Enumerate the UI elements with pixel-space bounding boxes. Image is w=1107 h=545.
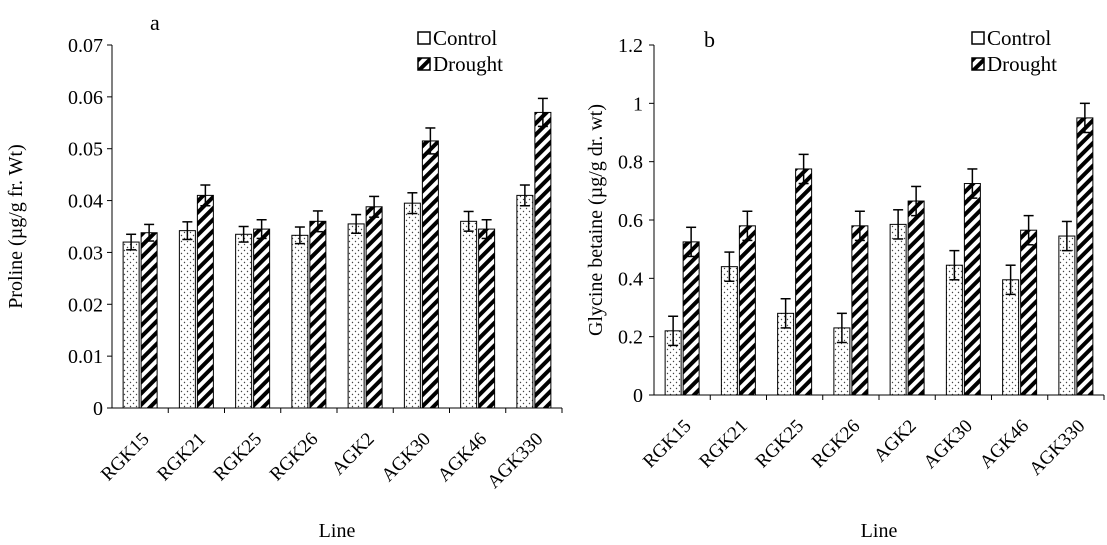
- bar-control-agk330: [1058, 235, 1076, 396]
- bar-drought-rgk26: [851, 225, 869, 396]
- y-tick-label: 0.4: [618, 268, 643, 290]
- y-tick-label: 0.2: [618, 327, 643, 349]
- y-tick-label: 0.05: [68, 139, 103, 161]
- x-tick-label: AGK30: [378, 429, 435, 486]
- y-tick-label: 0.07: [68, 35, 103, 57]
- bar-control-agk330: [516, 194, 534, 409]
- legend-swatch-drought: [971, 57, 985, 71]
- bar-drought-agk30: [421, 140, 439, 409]
- y-tick-label: 0.06: [68, 87, 103, 109]
- legend-swatch-control: [417, 31, 431, 45]
- y-tick-label: 0: [633, 385, 643, 407]
- bar-drought-agk2: [365, 206, 383, 409]
- panel-label: a: [150, 10, 160, 35]
- x-tick-label: RGK26: [808, 416, 865, 473]
- bar-drought-agk46: [1020, 229, 1038, 396]
- bar-drought-agk46: [478, 228, 496, 409]
- bar-control-agk46: [460, 220, 478, 409]
- bar-drought-agk2: [907, 200, 925, 396]
- bar-control-rgk26: [291, 234, 309, 409]
- bar-drought-rgk25: [795, 168, 813, 396]
- y-tick-label: 0.01: [68, 346, 103, 368]
- x-axis-title: Line: [319, 520, 356, 542]
- bar-drought-agk30: [963, 183, 981, 396]
- bar-drought-rgk15: [682, 241, 700, 396]
- legend-swatch-drought: [417, 57, 431, 71]
- legend-swatch-control: [971, 31, 985, 45]
- y-axis-title: Proline (µg/g fr. Wt): [5, 144, 27, 308]
- legend-label-drought: Drought: [987, 52, 1057, 76]
- legend-label-control: Control: [987, 26, 1051, 50]
- bar-control-agk2: [889, 223, 907, 396]
- x-tick-label: AGK30: [920, 416, 977, 473]
- y-tick-label: 0: [93, 398, 103, 420]
- bar-control-rgk21: [720, 266, 738, 396]
- x-tick-label: AGK2: [870, 416, 921, 467]
- bar-drought-rgk21: [196, 194, 214, 409]
- bar-control-rgk25: [235, 233, 253, 409]
- y-tick-label: 0.6: [618, 210, 643, 232]
- x-axis-title: Line: [861, 520, 898, 542]
- bar-control-agk30: [403, 202, 421, 409]
- x-tick-label: RGK21: [153, 429, 210, 486]
- bar-drought-rgk25: [253, 228, 271, 409]
- y-tick-label: 0.04: [68, 191, 103, 213]
- y-tick-label: 1: [633, 93, 643, 115]
- x-tick-label: RGK15: [97, 429, 154, 486]
- bar-control-rgk21: [178, 230, 196, 409]
- chart-panel-a: a 0 0.01 0.02 0.03 0.04 0.05 0.06 0.07 RGK15 RGK21…: [5, 10, 563, 542]
- bar-control-agk30: [945, 264, 963, 396]
- bar-drought-rgk15: [140, 232, 158, 409]
- x-tick-label: RGK26: [266, 429, 323, 486]
- x-tick-label: AGK330: [1025, 416, 1089, 480]
- y-tick-label: 0.8: [618, 152, 643, 174]
- x-tick-label: RGK25: [752, 416, 809, 473]
- legend-label-drought: Drought: [433, 52, 503, 76]
- bar-drought-agk330: [534, 111, 552, 409]
- bar-drought-agk330: [1076, 117, 1094, 396]
- y-axis-title: Glycine betaine (µg/g dr. wt): [585, 104, 607, 336]
- legend-label-control: Control: [433, 26, 497, 50]
- y-tick-label: 0.02: [68, 294, 103, 316]
- bar-drought-rgk21: [738, 225, 756, 396]
- bar-control-agk2: [347, 223, 365, 409]
- y-tick-label: 0.03: [68, 242, 103, 264]
- x-tick-label: AGK330: [483, 429, 547, 493]
- bar-drought-rgk26: [309, 220, 327, 409]
- x-tick-label: RGK21: [695, 416, 752, 473]
- x-tick-label: RGK25: [210, 429, 267, 486]
- y-tick-label: 1.2: [618, 35, 643, 57]
- bar-control-agk46: [1002, 279, 1020, 396]
- panel-label: b: [704, 27, 715, 52]
- x-tick-label: AGK2: [328, 429, 379, 480]
- bar-control-rgk15: [122, 241, 140, 409]
- x-tick-label: RGK15: [639, 416, 696, 473]
